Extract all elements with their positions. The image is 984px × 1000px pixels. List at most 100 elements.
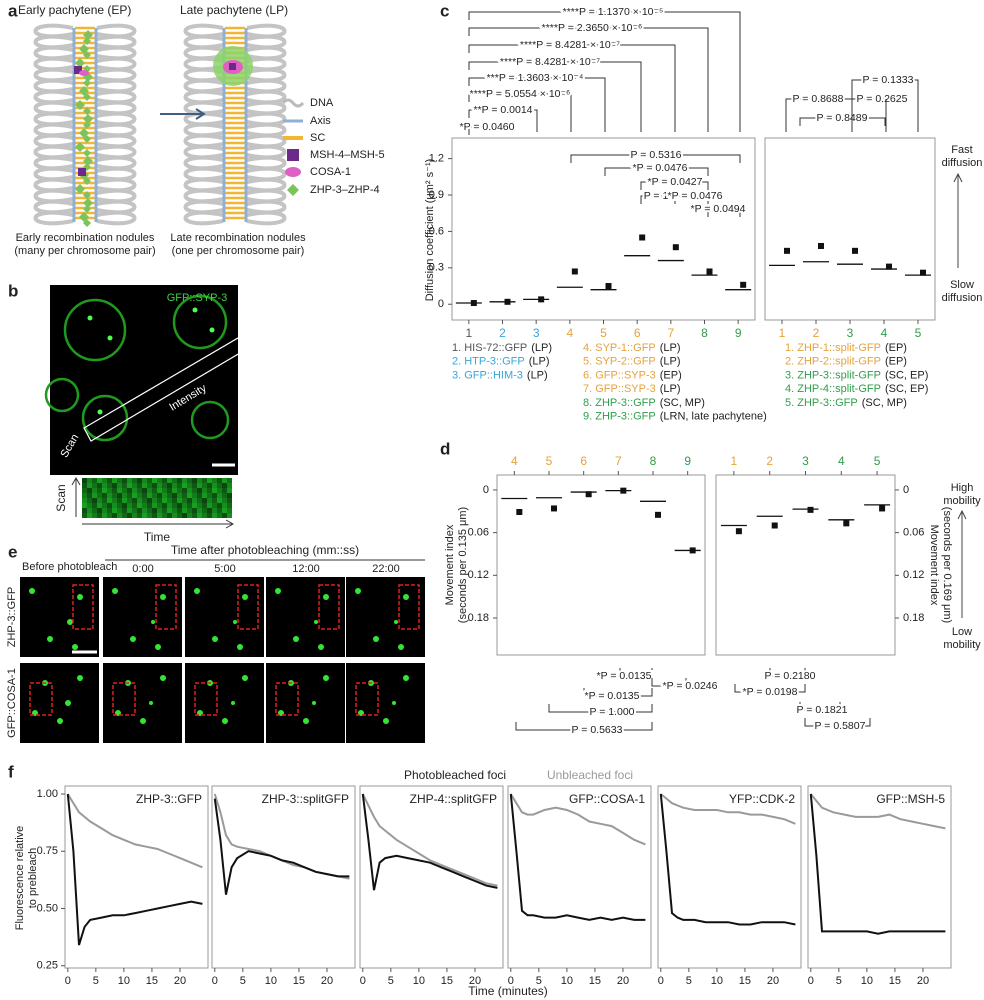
category-label: 8 xyxy=(650,454,657,468)
kymo-pixel xyxy=(127,483,132,488)
kymo-pixel xyxy=(217,493,222,498)
category-label: 4 xyxy=(566,326,573,340)
kymo-pixel xyxy=(117,483,122,488)
focus xyxy=(65,700,71,706)
focus xyxy=(398,644,404,650)
kymo-pixel xyxy=(137,508,142,513)
kymo-pixel xyxy=(182,493,187,498)
kymo-pixel xyxy=(227,513,232,518)
roi-box xyxy=(275,682,299,716)
p-value: P = 0.5633 xyxy=(572,724,623,736)
zhp-diamond xyxy=(75,58,85,68)
mean xyxy=(655,511,661,518)
kymo-pixel xyxy=(147,478,152,483)
legend-item: 4. SYP-1::GFP (LP) xyxy=(583,342,681,354)
kymo-pixel xyxy=(127,478,132,483)
category-label: 4 xyxy=(838,454,845,468)
legend-stage: (LRN, late pachytene) xyxy=(660,410,767,422)
kymo-pixel xyxy=(87,483,92,488)
x-tick-label: 20 xyxy=(321,975,333,987)
kymo-pixel xyxy=(92,503,97,508)
kymo-pixel xyxy=(172,478,177,483)
kymo-pixel xyxy=(162,508,167,513)
category-label: 5 xyxy=(874,454,881,468)
focus xyxy=(323,675,329,681)
kymo-pixel xyxy=(182,513,187,518)
kymo-pixel xyxy=(102,483,107,488)
p-value: *P = 0.0494 xyxy=(691,203,746,215)
micrograph xyxy=(20,663,99,743)
kymo-pixel xyxy=(202,508,207,513)
kymo-pixel xyxy=(172,488,177,493)
category-label: 9 xyxy=(735,326,742,340)
kymo-pixel xyxy=(157,503,162,508)
legend-label: Axis xyxy=(310,115,331,127)
kymo-pixel xyxy=(207,488,212,493)
roi-box xyxy=(355,682,379,716)
focus xyxy=(47,636,53,642)
y-tick-label: 0.3 xyxy=(429,262,444,274)
micrograph xyxy=(346,663,425,743)
nucleus xyxy=(190,400,230,440)
category-label: 4 xyxy=(511,454,518,468)
p-value: *P = 0.0476 xyxy=(668,190,723,202)
bracket xyxy=(769,668,806,677)
kymo-pixel xyxy=(132,493,137,498)
focus xyxy=(293,636,299,642)
kymo-pixel xyxy=(207,493,212,498)
bracket xyxy=(804,718,871,727)
category-label: 7 xyxy=(615,454,622,468)
plot-frame xyxy=(451,137,756,321)
kymo-pixel xyxy=(217,483,222,488)
kymo-pixel xyxy=(152,498,157,503)
focus xyxy=(222,718,228,724)
kymo-pixel xyxy=(142,508,147,513)
p-value: P = 0.8688 xyxy=(793,93,844,105)
mean xyxy=(571,268,578,275)
kymo-pixel xyxy=(122,488,127,493)
kymo-pixel xyxy=(202,513,207,518)
kymo-pixel xyxy=(132,488,137,493)
kymo-pixel xyxy=(132,513,137,518)
kymo-pixel xyxy=(157,488,162,493)
focus xyxy=(318,644,324,650)
focus xyxy=(57,718,63,724)
kymo-pixel xyxy=(167,488,172,493)
kymo-pixel xyxy=(227,483,232,488)
kymo-pixel xyxy=(162,503,167,508)
panel-title: GFP::COSA-1 xyxy=(569,792,645,806)
kymo-pixel xyxy=(82,493,87,498)
legend-label: ZHP-3–ZHP-4 xyxy=(310,184,380,196)
annotation: diffusion xyxy=(942,292,983,304)
kymo-pixel xyxy=(82,508,87,513)
kymo-pixel xyxy=(187,478,192,483)
p-value: *P = 0.0246 xyxy=(663,680,718,692)
kymo-pixel xyxy=(142,513,147,518)
kymo-pixel xyxy=(217,488,222,493)
scan-box xyxy=(83,337,246,442)
panel-letter: f xyxy=(8,762,14,781)
legend-name: 7. GFP::SYP-3 xyxy=(583,383,656,395)
kymo-pixel xyxy=(97,503,102,508)
kymo-pixel xyxy=(182,478,187,483)
y-tick-label: 0.9 xyxy=(429,189,444,201)
plot-frame xyxy=(496,474,706,656)
kymo-pixel xyxy=(227,503,232,508)
kymo-pixel xyxy=(147,493,152,498)
kymo-pixel xyxy=(197,503,202,508)
y-tick-label: 0.6 xyxy=(429,225,444,237)
category-label: 5 xyxy=(915,326,922,340)
plot-frame xyxy=(715,474,896,656)
kymo-pixel xyxy=(117,493,122,498)
axis-label: Time xyxy=(144,530,171,544)
kymo-pixel xyxy=(207,478,212,483)
legend-stage: (EP) xyxy=(885,356,907,368)
kymo-pixel xyxy=(87,498,92,503)
x-tick-label: 10 xyxy=(711,975,723,987)
annotation: mobility xyxy=(943,639,981,651)
kymo-pixel xyxy=(87,513,92,518)
focus xyxy=(212,636,218,642)
panel-title: ZHP-3::splitGFP xyxy=(262,792,349,806)
kymo-pixel xyxy=(162,493,167,498)
kymo-pixel xyxy=(107,513,112,518)
